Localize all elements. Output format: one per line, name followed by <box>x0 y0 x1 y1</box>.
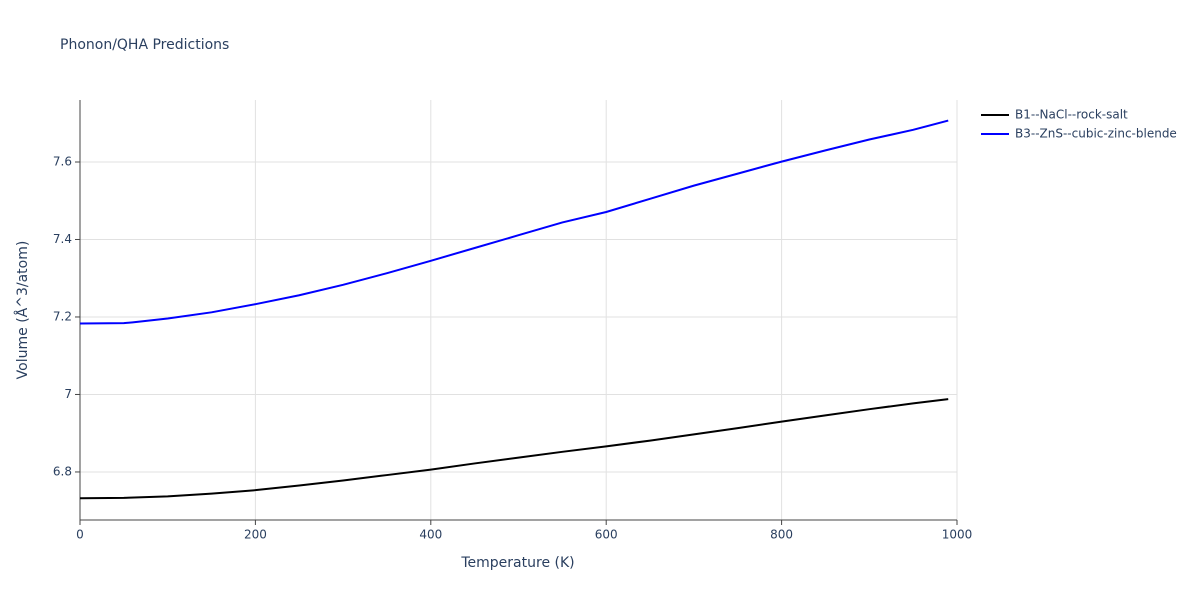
y-axis-title: Volume (Å^3/atom) <box>14 241 31 380</box>
y-tick-label: 7.6 <box>53 154 72 168</box>
x-tick-label: 800 <box>770 528 793 542</box>
line <box>79 119 949 325</box>
line <box>79 398 949 500</box>
x-tick-label: 200 <box>244 528 267 542</box>
legend-label: B1--NaCl--rock-salt <box>1015 108 1128 122</box>
y-tick-label: 6.8 <box>53 464 72 478</box>
y-tick-label: 7.4 <box>53 232 72 246</box>
x-tick-label: 600 <box>595 528 618 542</box>
x-tick-label: 0 <box>76 528 84 542</box>
y-tick-label: 7.2 <box>53 309 72 323</box>
x-axis-title: Temperature (K) <box>460 555 574 571</box>
y-tick-label: 7 <box>64 387 72 401</box>
chart-title: Phonon/QHA Predictions <box>60 37 229 53</box>
x-tick-label: 1000 <box>942 528 973 542</box>
x-tick-label: 400 <box>419 528 442 542</box>
legend-label: B3--ZnS--cubic-zinc-blende <box>1015 127 1177 141</box>
